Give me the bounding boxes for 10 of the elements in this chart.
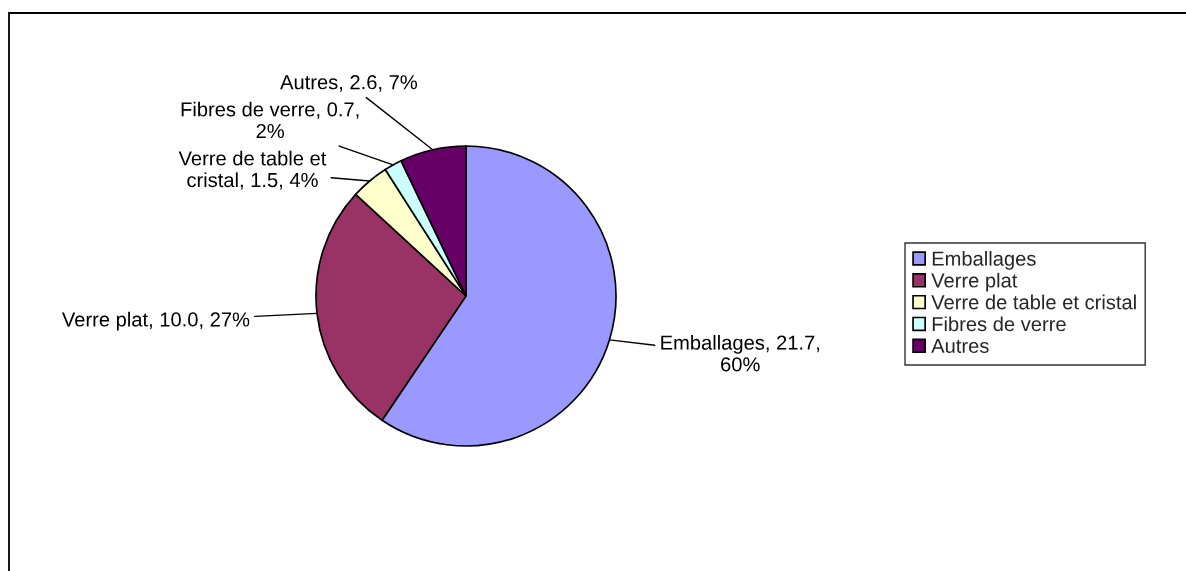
- legend-label: Verre de table et cristal: [931, 294, 1136, 310]
- legend-label: Autres: [931, 338, 989, 353]
- data-label: Verre plat, 10.0, 27%: [61, 311, 250, 331]
- legend-label: Verre plat: [931, 272, 1018, 292]
- data-label: Emballages, 21.7, 60%: [661, 335, 820, 372]
- data-label: Verre de table et cristal, 1.5, 4%: [178, 150, 327, 190]
- data-label: Autres, 2.6, 7%: [280, 75, 418, 92]
- data-label: Fibres de verre, 0.7, 2%: [181, 101, 359, 139]
- legend-label: Fibres de verre: [932, 316, 1066, 332]
- legend-label: Emballages: [932, 251, 1036, 270]
